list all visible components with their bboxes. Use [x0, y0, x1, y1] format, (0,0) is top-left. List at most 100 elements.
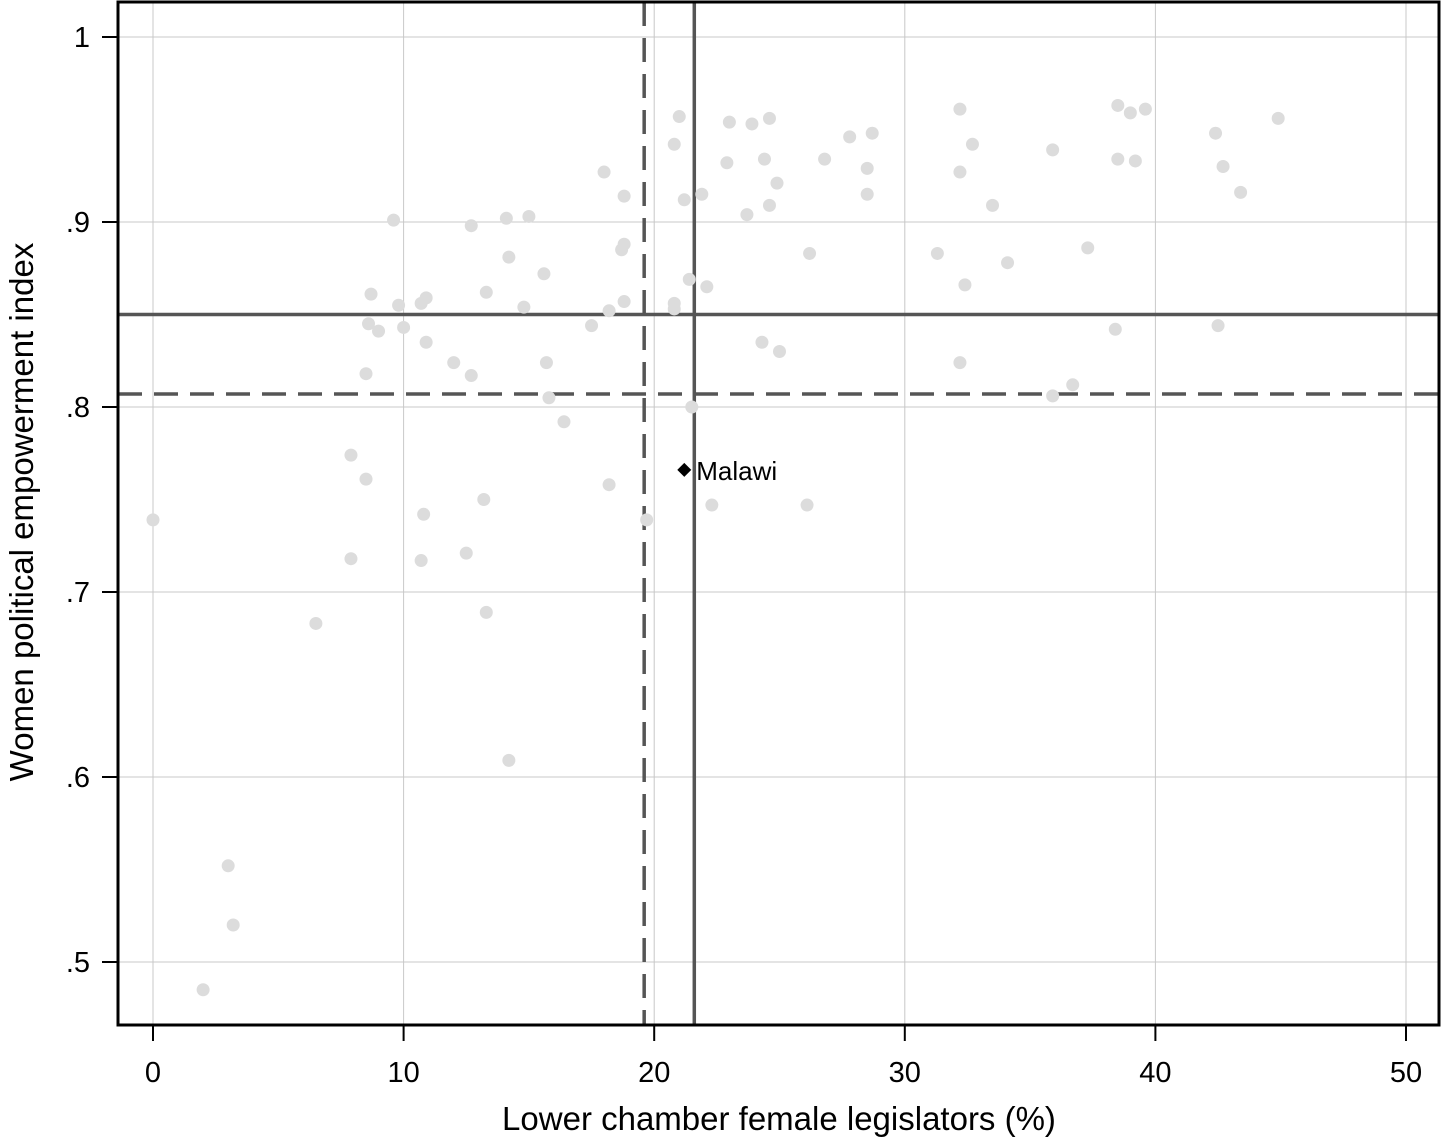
data-point — [930, 246, 944, 260]
data-point — [958, 278, 972, 292]
data-point — [1001, 256, 1015, 270]
x-tick-label: 30 — [889, 1057, 921, 1089]
data-point — [517, 300, 531, 314]
data-point — [1046, 143, 1060, 157]
data-point — [585, 319, 599, 333]
data-point — [477, 493, 491, 506]
data-point — [1108, 322, 1122, 336]
data-point — [720, 156, 734, 170]
data-point — [755, 335, 769, 349]
data-point — [1066, 378, 1080, 392]
data-point — [502, 753, 516, 767]
data-point — [309, 616, 323, 630]
data-point — [1211, 319, 1225, 333]
data-point — [843, 130, 857, 144]
x-tick-label: 0 — [145, 1057, 161, 1089]
data-point — [344, 552, 358, 566]
data-point — [860, 187, 874, 201]
data-point — [745, 117, 759, 131]
data-point — [800, 498, 814, 512]
data-point — [479, 605, 493, 619]
data-point — [818, 152, 832, 166]
data-point — [682, 272, 696, 286]
data-point — [865, 126, 879, 140]
data-point — [640, 513, 654, 527]
data-point — [522, 209, 536, 223]
data-point — [1111, 98, 1125, 112]
data-point — [953, 102, 967, 116]
data-point — [392, 298, 406, 312]
data-point — [499, 211, 513, 225]
data-point — [617, 189, 631, 203]
data-point — [1209, 126, 1223, 140]
data-point — [364, 287, 378, 301]
data-point — [196, 983, 210, 997]
data-point — [770, 176, 784, 190]
data-point — [597, 165, 611, 179]
data-point — [965, 137, 979, 151]
data-point — [685, 400, 699, 414]
y-axis-title: Women political empowerment index — [3, 242, 40, 781]
grid-lines — [118, 2, 1439, 1025]
y-tick-label: .7 — [66, 577, 90, 609]
annotation-label: Malawi — [696, 456, 777, 486]
data-point — [677, 193, 691, 207]
data-point — [953, 356, 967, 370]
data-point — [146, 513, 160, 527]
data-point — [672, 110, 686, 124]
data-point — [419, 291, 433, 305]
y-tick-label: .6 — [66, 762, 90, 794]
data-point — [986, 198, 1000, 212]
data-point — [1081, 241, 1095, 255]
data-point — [1138, 102, 1152, 116]
y-tick-label: .5 — [66, 947, 90, 979]
data-point — [459, 546, 473, 560]
data-point — [464, 219, 478, 233]
data-point — [667, 137, 681, 151]
data-point — [1123, 106, 1137, 120]
y-tick-label: 1 — [74, 22, 90, 54]
data-point — [617, 295, 631, 309]
x-tick-label: 40 — [1139, 1057, 1171, 1089]
highlighted-point: Malawi — [677, 456, 777, 486]
data-points — [146, 98, 1285, 997]
x-tick-label: 20 — [638, 1057, 670, 1089]
data-point — [542, 391, 556, 405]
x-axis-title: Lower chamber female legislators (%) — [502, 1100, 1056, 1137]
data-point — [773, 345, 786, 358]
data-point — [615, 243, 629, 257]
y-tick-label: .8 — [66, 392, 90, 424]
data-point — [1128, 154, 1142, 168]
data-point — [1271, 111, 1285, 125]
data-point — [705, 498, 719, 512]
data-point — [417, 507, 431, 521]
x-tick-label: 50 — [1390, 1057, 1422, 1089]
data-point — [414, 554, 428, 568]
data-point — [1234, 185, 1248, 199]
x-tick-label: 10 — [387, 1057, 419, 1089]
data-point — [221, 859, 235, 873]
malawi-marker — [677, 462, 692, 477]
data-point — [539, 356, 553, 370]
data-point — [502, 250, 516, 264]
data-point — [387, 213, 401, 227]
data-point — [860, 161, 874, 175]
data-point — [1111, 152, 1125, 166]
data-point — [1046, 389, 1060, 403]
data-point — [762, 111, 776, 125]
data-point — [537, 267, 551, 281]
data-point — [359, 472, 373, 486]
reference-lines — [118, 2, 1439, 1025]
y-tick-label: .9 — [66, 207, 90, 239]
data-point — [695, 187, 709, 201]
data-point — [602, 304, 616, 318]
data-point — [344, 448, 358, 462]
data-point — [419, 335, 433, 349]
data-point — [362, 317, 376, 331]
data-point — [700, 280, 714, 294]
data-point — [722, 115, 736, 129]
y-axis: .5 .6 .7 .8 .9 1 — [66, 22, 118, 979]
data-point — [479, 285, 493, 299]
data-point — [762, 198, 776, 212]
